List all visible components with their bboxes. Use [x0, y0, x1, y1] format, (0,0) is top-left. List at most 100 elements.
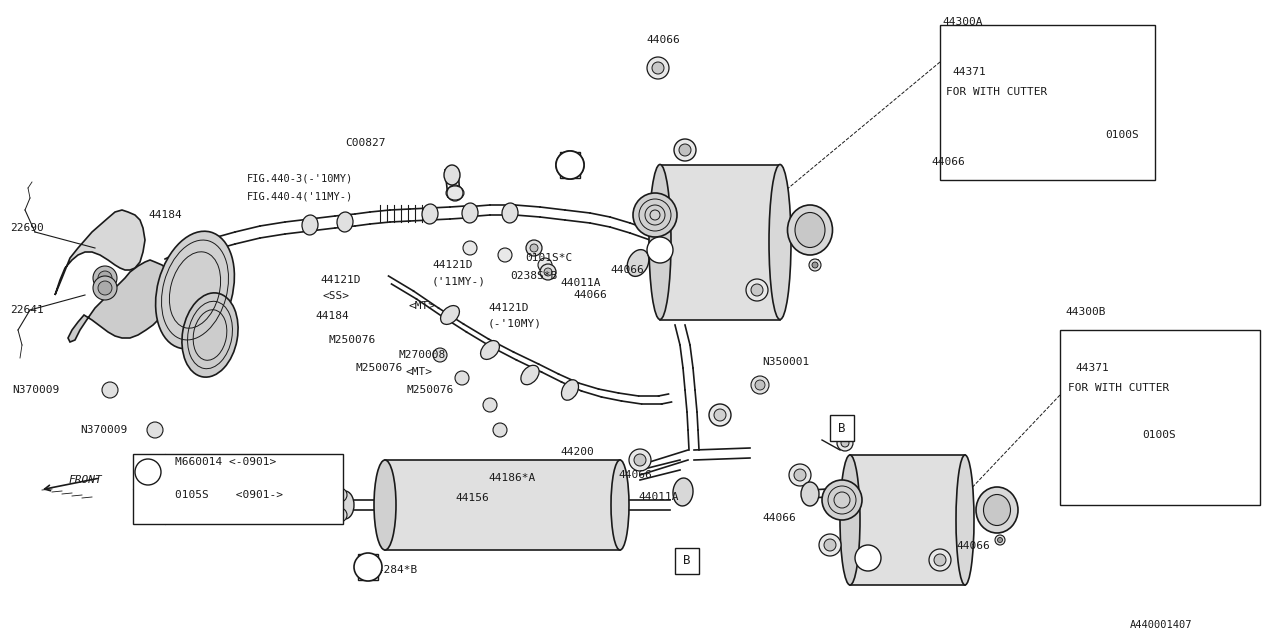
Text: 44066: 44066 [931, 157, 965, 167]
Ellipse shape [983, 495, 1010, 525]
Circle shape [812, 262, 818, 268]
Ellipse shape [440, 305, 460, 324]
Circle shape [433, 348, 447, 362]
Circle shape [788, 464, 812, 486]
Circle shape [99, 281, 113, 295]
Circle shape [634, 454, 646, 466]
Text: 1: 1 [145, 467, 151, 477]
Text: <MT>: <MT> [408, 301, 435, 311]
Text: 44200: 44200 [561, 447, 594, 457]
Bar [358, 554, 378, 580]
Ellipse shape [462, 203, 477, 223]
Circle shape [855, 545, 881, 571]
Text: 44066: 44066 [646, 35, 680, 45]
Circle shape [751, 284, 763, 296]
Bar [385, 460, 620, 550]
Text: 22690: 22690 [10, 223, 44, 233]
Text: M270008: M270008 [398, 350, 445, 360]
Text: 0100S: 0100S [1142, 430, 1176, 440]
Circle shape [755, 380, 765, 390]
Circle shape [355, 553, 381, 581]
Text: M660014 <-0901>: M660014 <-0901> [175, 457, 276, 467]
Ellipse shape [649, 164, 671, 319]
Text: B: B [684, 554, 691, 568]
Ellipse shape [627, 250, 649, 276]
Text: 44066: 44066 [618, 470, 652, 480]
Text: 0105S    <0901->: 0105S <0901-> [175, 490, 283, 500]
Ellipse shape [182, 293, 238, 377]
Polygon shape [68, 260, 175, 342]
Text: FOR WITH CUTTER: FOR WITH CUTTER [946, 87, 1047, 97]
Circle shape [540, 264, 556, 280]
Circle shape [447, 185, 463, 201]
Text: 44371: 44371 [952, 67, 986, 77]
Circle shape [841, 439, 849, 447]
Ellipse shape [801, 482, 819, 506]
Circle shape [93, 276, 116, 300]
Circle shape [147, 422, 163, 438]
Polygon shape [55, 210, 145, 295]
Ellipse shape [337, 491, 355, 519]
Text: 44121D: 44121D [488, 303, 529, 313]
Ellipse shape [977, 487, 1018, 533]
Text: A: A [567, 160, 573, 170]
Bar [561, 152, 580, 178]
Circle shape [538, 258, 552, 272]
Bar [1060, 330, 1260, 505]
Circle shape [822, 480, 861, 520]
Text: 44121D: 44121D [433, 260, 472, 270]
Text: 44184: 44184 [315, 311, 348, 321]
Text: ('11MY-): ('11MY-) [433, 276, 486, 286]
Bar [660, 165, 780, 320]
Circle shape [929, 549, 951, 571]
Text: 0100S: 0100S [1105, 130, 1139, 140]
Circle shape [809, 259, 820, 271]
Text: 44300A: 44300A [942, 17, 983, 27]
Ellipse shape [502, 203, 518, 223]
Ellipse shape [444, 165, 460, 185]
Circle shape [995, 535, 1005, 545]
Text: 44011A: 44011A [561, 278, 600, 288]
Text: FIG.440-4('11MY-): FIG.440-4('11MY-) [247, 191, 353, 201]
Text: 22641: 22641 [10, 305, 44, 315]
Text: <SS>: <SS> [323, 291, 349, 301]
Circle shape [102, 382, 118, 398]
Circle shape [824, 539, 836, 551]
Ellipse shape [480, 340, 499, 360]
Bar [829, 415, 854, 441]
Text: 44371: 44371 [1075, 363, 1108, 373]
Circle shape [99, 271, 113, 285]
Text: 44011A: 44011A [637, 492, 678, 502]
Circle shape [463, 241, 477, 255]
Circle shape [714, 409, 726, 421]
Text: 44300B: 44300B [1065, 307, 1106, 317]
Ellipse shape [337, 212, 353, 232]
Circle shape [652, 62, 664, 74]
Ellipse shape [422, 204, 438, 224]
Circle shape [646, 57, 669, 79]
Ellipse shape [374, 460, 396, 550]
Bar [940, 25, 1155, 180]
Circle shape [997, 538, 1002, 543]
Ellipse shape [562, 380, 579, 400]
Circle shape [628, 449, 652, 471]
Text: 0101S*C: 0101S*C [525, 253, 572, 263]
Circle shape [794, 469, 806, 481]
Text: 44184: 44184 [148, 210, 182, 220]
Bar [850, 455, 965, 585]
Ellipse shape [769, 164, 791, 319]
Circle shape [544, 268, 552, 276]
Ellipse shape [302, 215, 317, 235]
Text: B: B [838, 422, 846, 435]
Text: 1: 1 [865, 553, 872, 563]
Circle shape [493, 423, 507, 437]
Text: 44284*B: 44284*B [370, 565, 417, 575]
Text: A: A [365, 562, 371, 572]
Text: 44186*A: 44186*A [488, 473, 535, 483]
Text: FRONT: FRONT [68, 475, 101, 485]
Text: M250076: M250076 [406, 385, 453, 395]
Circle shape [634, 193, 677, 237]
Circle shape [134, 459, 161, 485]
Text: 44121D: 44121D [320, 275, 361, 285]
Bar [675, 548, 699, 574]
